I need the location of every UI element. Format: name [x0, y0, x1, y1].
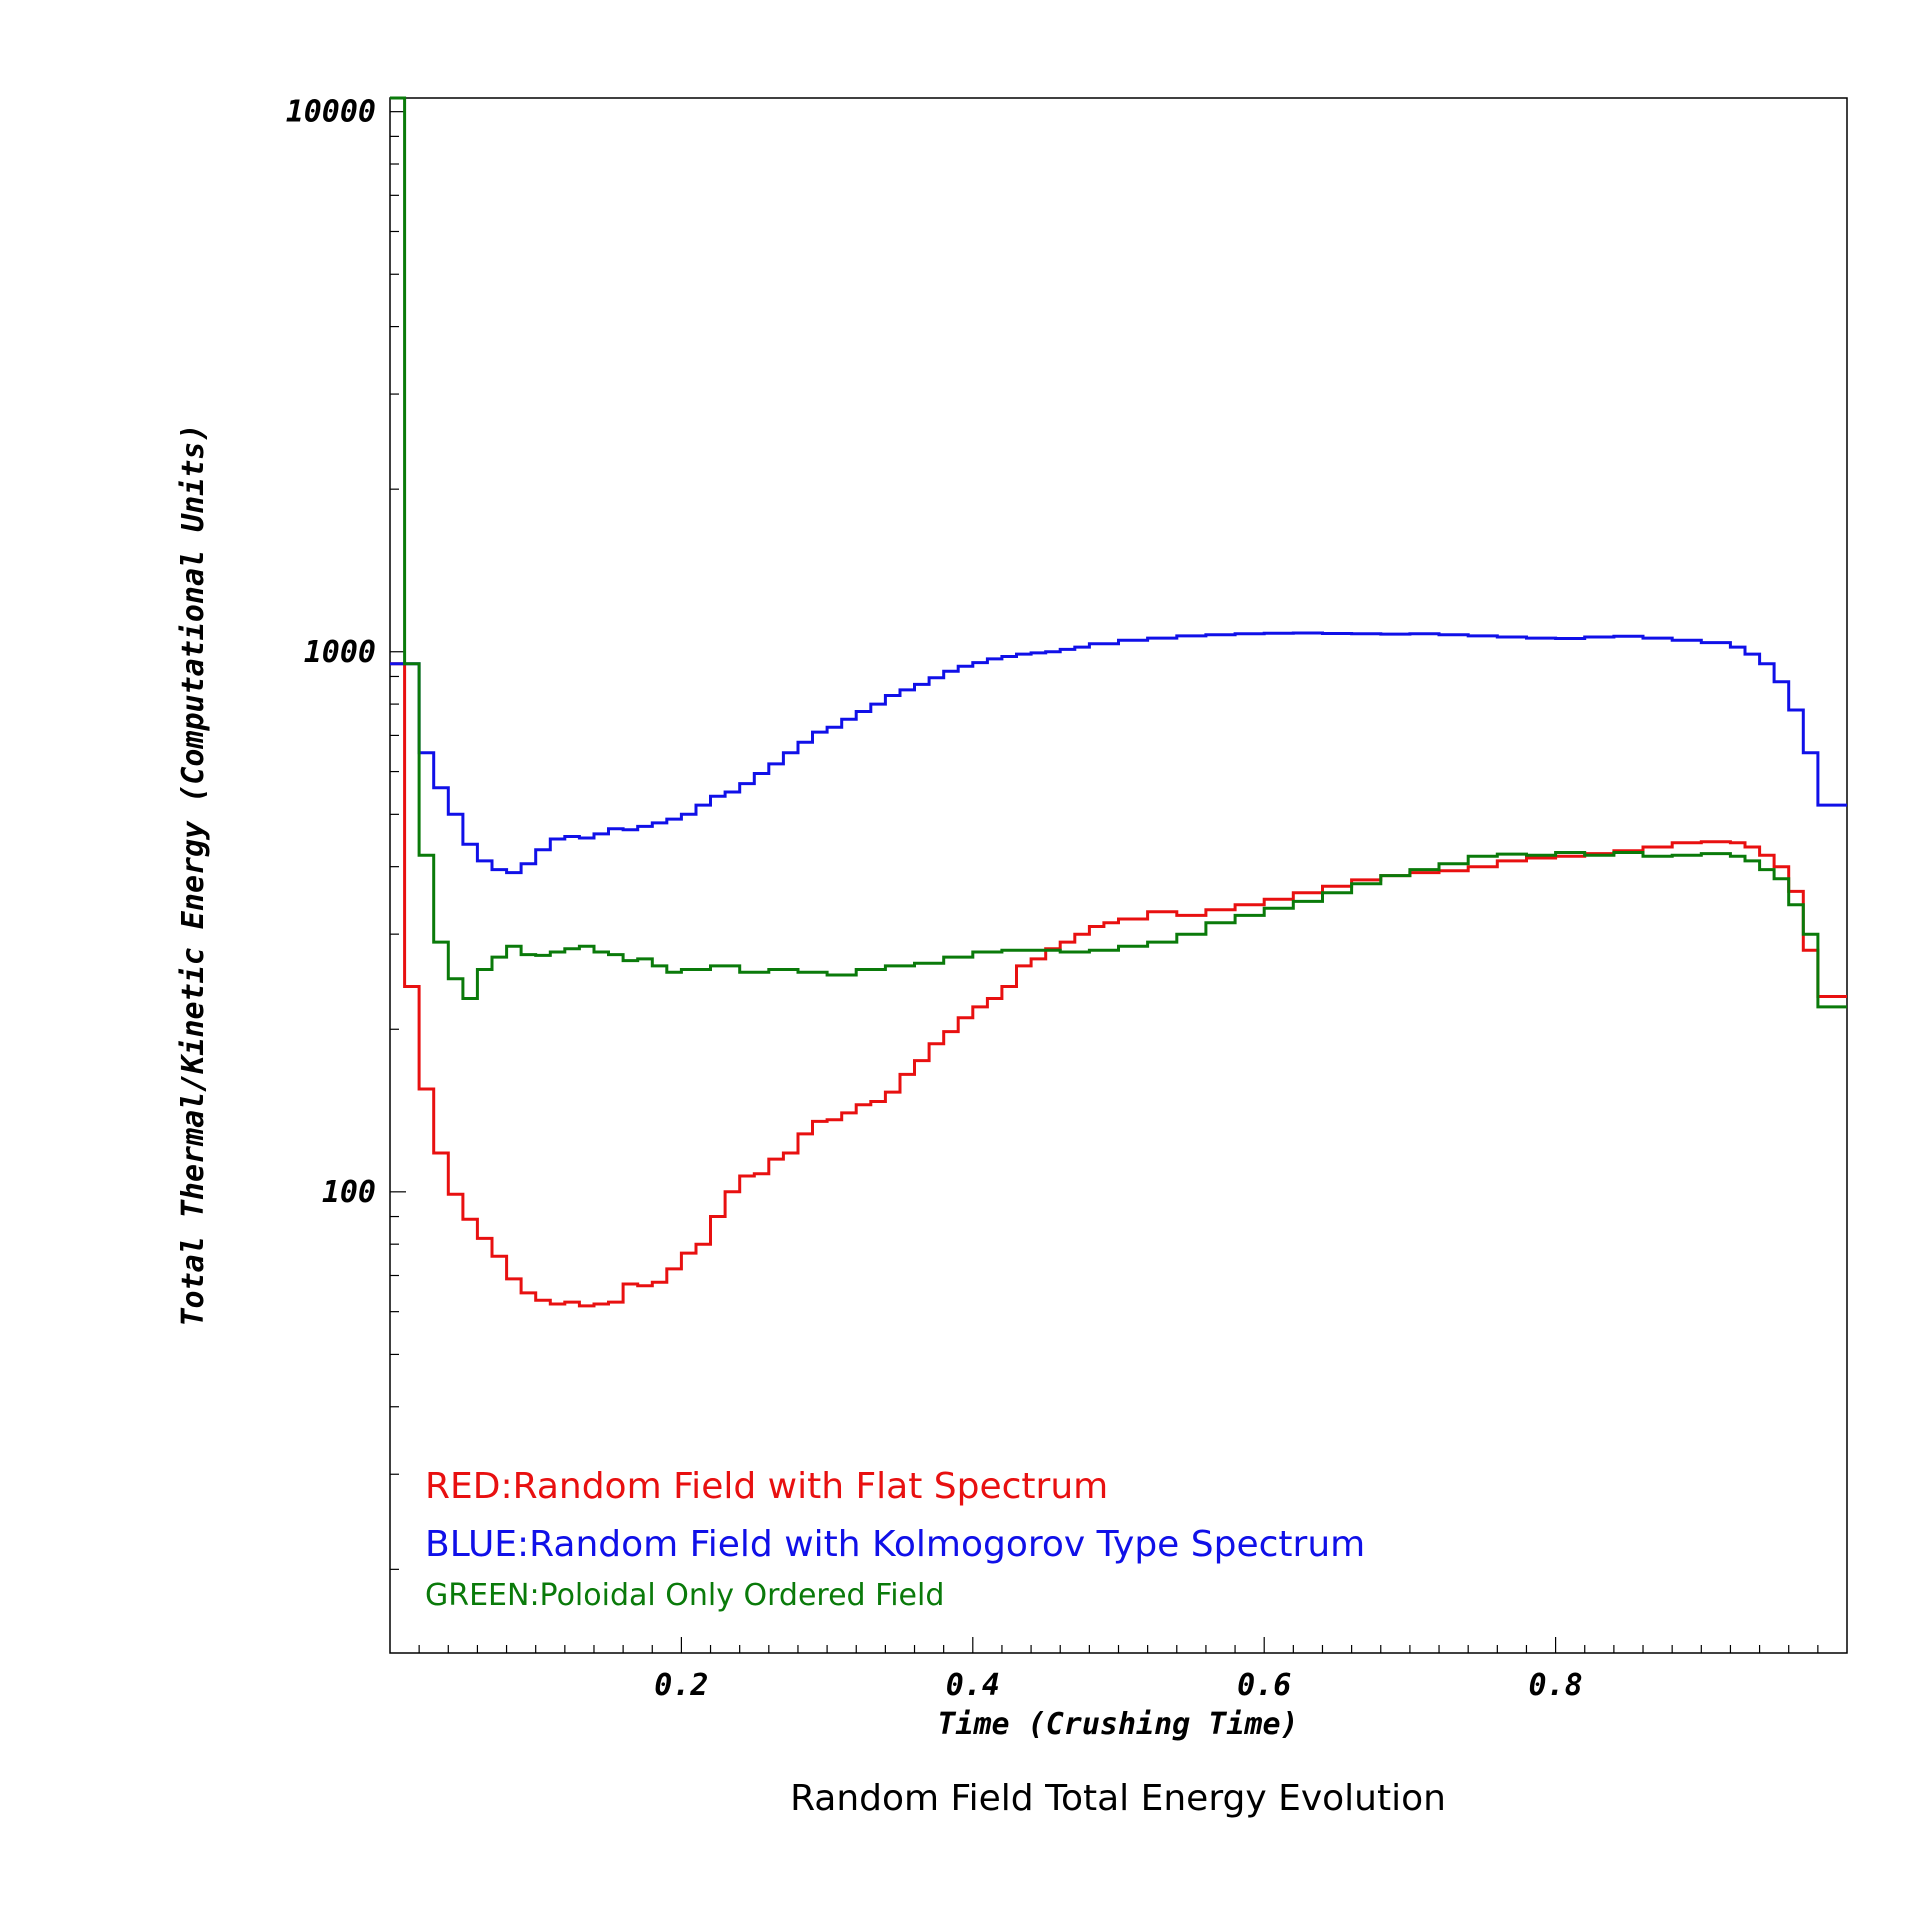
- y-tick-label: 10000: [286, 95, 376, 130]
- y-tick-label: 1000: [304, 635, 376, 670]
- x-tick-label: 0.4: [946, 1668, 1000, 1703]
- series-line-green: [390, 96, 1847, 1009]
- legend-entry: GREEN:Poloidal Only Ordered Field: [425, 1578, 944, 1613]
- y-axis-title: Total Thermal/Kinetic Energy (Computatio…: [176, 423, 211, 1326]
- series-line-blue: [390, 631, 1847, 875]
- x-tick-label: 0.2: [654, 1668, 708, 1703]
- x-axis-ticks: 0.2 0.4 0.6 0.8: [418, 1637, 1819, 1703]
- legend-entry: BLUE:Random Field with Kolmogorov Type S…: [425, 1524, 1365, 1565]
- x-tick-label: 0.8: [1529, 1668, 1583, 1703]
- legend-entry: RED:Random Field with Flat Spectrum: [425, 1466, 1108, 1507]
- y-tick-label: 100: [322, 1175, 376, 1210]
- legend: RED:Random Field with Flat Spectrum BLUE:…: [425, 1466, 1365, 1613]
- y-axis-ticks: 100 1000 10000: [286, 95, 406, 1570]
- series-layer: [390, 96, 1847, 1308]
- x-tick-label: 0.6: [1237, 1668, 1291, 1703]
- x-axis-title: Time (Crushing Time): [937, 1707, 1298, 1742]
- series-line-red: [390, 662, 1847, 1308]
- chart-caption: Random Field Total Energy Evolution: [790, 1778, 1446, 1819]
- plot-frame: [389, 97, 1848, 1654]
